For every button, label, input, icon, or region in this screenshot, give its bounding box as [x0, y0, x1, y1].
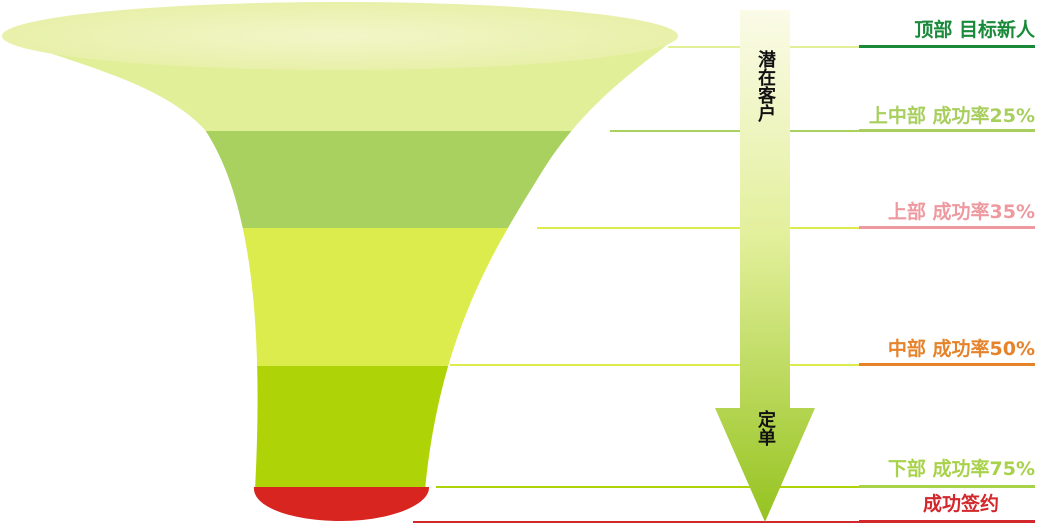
stage-label-success: 成功签约 [922, 493, 999, 515]
arrow-bottom-label: 定单 [755, 410, 776, 446]
stage-underline-upper [859, 226, 1035, 229]
stage-underline-middle [859, 363, 1035, 366]
funnel-band-upper-middle [2, 131, 678, 228]
funnel-band-middle [2, 366, 678, 490]
stage-underline-top [859, 45, 1035, 48]
stage-underline-lower [859, 485, 1035, 488]
stage-label-upper-middle: 上中部 成功率25% [868, 105, 1035, 127]
arrow-top-label: 潜在客户 [755, 50, 776, 122]
stage-underline-success [859, 520, 1035, 523]
funnel-body [2, 9, 678, 490]
down-arrow [715, 10, 815, 522]
stage-label-lower: 下部 成功率75% [887, 458, 1035, 480]
stage-underline-upper-middle [859, 129, 1035, 132]
funnel-top-rim [2, 2, 678, 70]
stage-label-top: 顶部 目标新人 [914, 19, 1035, 41]
funnel-success-cap [253, 487, 430, 521]
stage-label-middle: 中部 成功率50% [887, 338, 1035, 360]
stage-label-upper: 上部 成功率35% [887, 201, 1035, 223]
funnel-band-upper [2, 228, 678, 366]
